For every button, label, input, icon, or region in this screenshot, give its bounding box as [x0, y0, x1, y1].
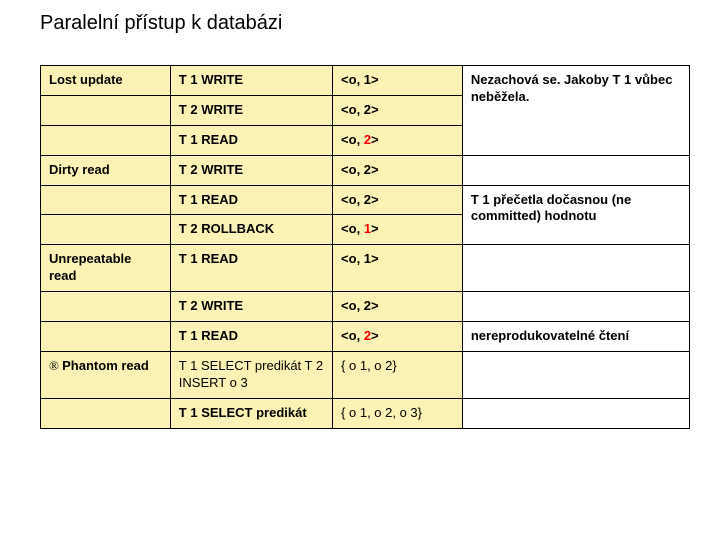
- table-cell: [41, 95, 171, 125]
- table-cell: [41, 322, 171, 352]
- table-cell: <o, 2>: [333, 95, 463, 125]
- table-cell: T 2 WRITE: [170, 155, 332, 185]
- table-row: ® Phantom readT 1 SELECT predikát T 2 IN…: [41, 351, 690, 398]
- table-cell: T 2 WRITE: [170, 95, 332, 125]
- cell-text: <o,: [341, 328, 364, 343]
- table-cell: [41, 125, 171, 155]
- table-cell: <o, 2>: [333, 185, 463, 215]
- table-cell: Nezachová se. Jakoby T 1 vůbec neběžela.: [462, 66, 689, 156]
- cell-text: <o, 1>: [341, 251, 379, 266]
- table-cell: T 1 SELECT predikát: [170, 398, 332, 428]
- table-row: T 1 READ<o, 2>T 1 přečetla dočasnou (ne …: [41, 185, 690, 215]
- table-cell: T 2 WRITE: [170, 292, 332, 322]
- table-cell: [462, 155, 689, 185]
- cell-text: <o, 2>: [341, 192, 379, 207]
- table-cell: Unrepeatable read: [41, 245, 171, 292]
- table-cell: T 1 READ: [170, 322, 332, 352]
- cell-text: <o,: [341, 132, 364, 147]
- table-cell: { o 1, o 2}: [333, 351, 463, 398]
- table-cell: [41, 292, 171, 322]
- cell-text: 2: [364, 132, 371, 147]
- cell-text: <o, 2>: [341, 102, 379, 117]
- page-title: Paralelní přístup k databázi: [40, 12, 690, 35]
- cell-text: ®: [49, 358, 62, 373]
- cell-text: 1: [364, 221, 371, 236]
- table-cell: T 1 READ: [170, 125, 332, 155]
- table-cell: <o, 2>: [333, 322, 463, 352]
- cell-text: 2: [364, 328, 371, 343]
- cell-text: >: [371, 221, 379, 236]
- table-cell: [41, 398, 171, 428]
- table-cell: <o, 1>: [333, 215, 463, 245]
- cell-text: <o, 2>: [341, 298, 379, 313]
- table-cell: ® Phantom read: [41, 351, 171, 398]
- table-cell: T 1 READ: [170, 185, 332, 215]
- table-cell: [462, 292, 689, 322]
- table-cell: T 1 SELECT predikát T 2 INSERT o 3: [170, 351, 332, 398]
- table-cell: [41, 215, 171, 245]
- cell-text: Phantom read: [62, 358, 149, 373]
- cell-text: <o, 1>: [341, 72, 379, 87]
- cell-text: >: [371, 328, 379, 343]
- table-cell: T 2 ROLLBACK: [170, 215, 332, 245]
- table-cell: [462, 351, 689, 398]
- concurrency-table: Lost updateT 1 WRITE<o, 1>Nezachová se. …: [40, 65, 690, 429]
- table-cell: [462, 245, 689, 292]
- table-cell: <o, 2>: [333, 292, 463, 322]
- table-row: T 1 SELECT predikát{ o 1, o 2, o 3}: [41, 398, 690, 428]
- table-cell: Dirty read: [41, 155, 171, 185]
- table-row: Unrepeatable readT 1 READ <o, 1>: [41, 245, 690, 292]
- cell-text: <o,: [341, 221, 364, 236]
- table-cell: T 1 přečetla dočasnou (ne committed) hod…: [462, 185, 689, 245]
- table-cell: { o 1, o 2, o 3}: [333, 398, 463, 428]
- table-row: T 2 WRITE <o, 2>: [41, 292, 690, 322]
- table-cell: <o, 1>: [333, 66, 463, 96]
- table-cell: <o, 2>: [333, 125, 463, 155]
- table-cell: [462, 398, 689, 428]
- table-row: T 1 READ<o, 2>nereprodukovatelné čtení: [41, 322, 690, 352]
- table-cell: T 1 WRITE: [170, 66, 332, 96]
- table-row: Lost updateT 1 WRITE<o, 1>Nezachová se. …: [41, 66, 690, 96]
- table-row: Dirty readT 2 WRITE <o, 2>: [41, 155, 690, 185]
- cell-text: <o, 2>: [341, 162, 379, 177]
- cell-text: >: [371, 132, 379, 147]
- table-cell: <o, 1>: [333, 245, 463, 292]
- table-cell: [41, 185, 171, 215]
- table-cell: Lost update: [41, 66, 171, 96]
- table-cell: T 1 READ: [170, 245, 332, 292]
- table-cell: <o, 2>: [333, 155, 463, 185]
- table-cell: nereprodukovatelné čtení: [462, 322, 689, 352]
